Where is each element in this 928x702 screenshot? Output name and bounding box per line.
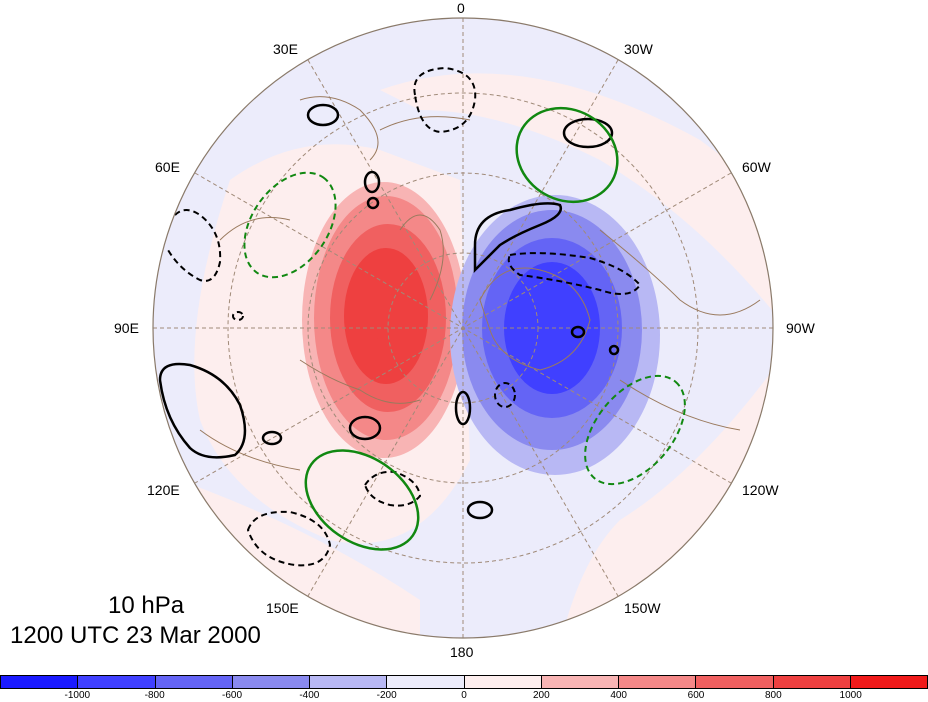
colorbar-tick-label: 600 xyxy=(687,690,705,701)
colorbar-tick-label: 400 xyxy=(610,690,627,701)
lon-label-30w: 30W xyxy=(624,41,653,57)
colorbar-tick-label: -400 xyxy=(299,690,320,701)
valid-time-label: 1200 UTC 23 Mar 2000 xyxy=(10,622,261,649)
black-dashed-contours xyxy=(167,66,642,567)
lon-label-180: 180 xyxy=(450,644,474,660)
colorbar-segment xyxy=(1,676,79,688)
lon-label-90w: 90W xyxy=(786,320,815,336)
colorbar-tick-label: -1000 xyxy=(64,690,91,701)
lon-label-120e: 120E xyxy=(147,482,180,498)
lon-label-30e: 30E xyxy=(273,41,298,57)
green-dashed-contours xyxy=(243,171,686,486)
colorbar-tick-label: -800 xyxy=(144,690,165,701)
pressure-level-label: 10 hPa xyxy=(108,592,185,619)
colorbar-tick-label: -200 xyxy=(376,690,397,701)
lon-label-150e: 150E xyxy=(266,600,299,616)
colorbar-segment xyxy=(773,676,851,688)
lon-label-90e: 90E xyxy=(114,320,139,336)
colorbar-segment xyxy=(850,676,927,688)
map-border xyxy=(152,17,774,639)
colorbar-segment xyxy=(464,676,542,688)
colorbar-tick-label: 1000 xyxy=(839,690,862,701)
black-solid-contours xyxy=(158,103,620,520)
graticule xyxy=(153,18,773,638)
shaded-field xyxy=(153,18,773,638)
colorbar-segment xyxy=(232,676,310,688)
lon-label-120w: 120W xyxy=(742,482,779,498)
colorbar-tick-label: 200 xyxy=(532,690,550,701)
lon-label-0: 0 xyxy=(457,0,465,16)
coastlines xyxy=(199,96,761,471)
colorbar-segment xyxy=(619,676,697,688)
lon-label-60w: 60W xyxy=(742,159,771,175)
positive-band-north xyxy=(380,73,773,320)
colorbar-tick-label: -600 xyxy=(221,690,243,701)
lon-label-150w: 150W xyxy=(624,600,661,616)
green-solid-contours xyxy=(304,106,619,551)
colorbar-segment xyxy=(78,676,156,688)
colorbar-segment xyxy=(696,676,774,688)
colorbar-tick-label: 800 xyxy=(764,690,782,701)
colorbar-segment xyxy=(541,676,619,688)
colorbar-segment xyxy=(387,676,465,688)
colorbar-tick-label: 0 xyxy=(461,690,467,701)
positive-core xyxy=(368,270,416,346)
colorbar-segment xyxy=(310,676,388,688)
colorbar xyxy=(0,675,928,689)
lon-label-60e: 60E xyxy=(155,159,180,175)
colorbar-segment xyxy=(155,676,233,688)
